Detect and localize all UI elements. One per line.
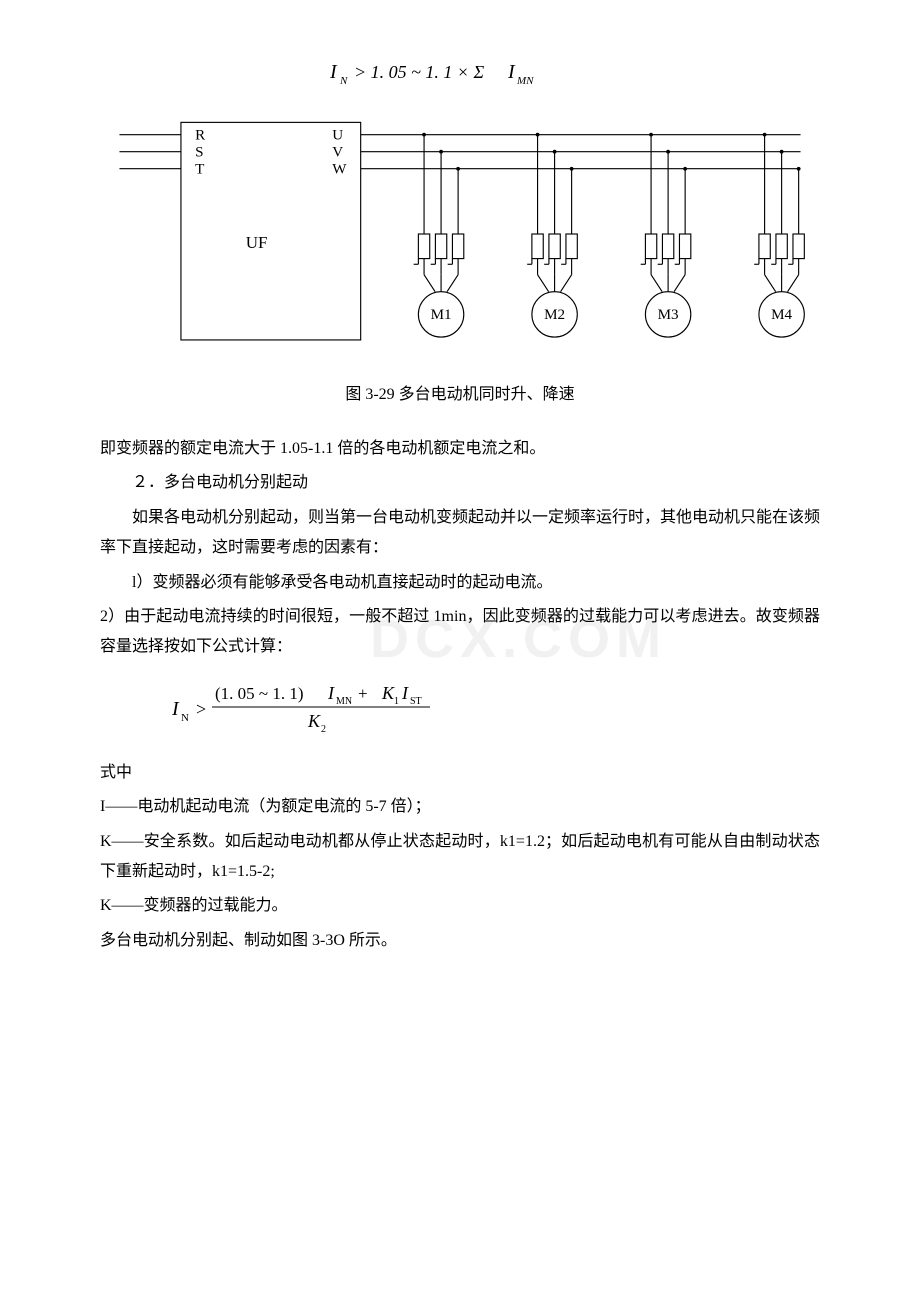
svg-text:S: S (195, 144, 203, 160)
svg-text:I: I (327, 683, 335, 703)
svg-text:T: T (195, 161, 204, 177)
paragraph-8: K——安全系数。如后起动电动机都从停止状态起动时，k1=1.2；如后起动电机有可… (100, 827, 820, 888)
paragraph-1: 即变频器的额定电流大于 1.05-1.1 倍的各电动机额定电流之和。 (100, 434, 820, 464)
paragraph-3: 如果各电动机分别起动，则当第一台电动机变频起动并以一定频率运行时，其他电动机只能… (100, 503, 820, 564)
svg-text:I: I (401, 683, 409, 703)
caption-329: 图 3-29 多台电动机同时升、降速 (100, 380, 820, 404)
svg-text:+: + (358, 684, 368, 703)
svg-text:1: 1 (394, 696, 399, 707)
svg-text:N: N (181, 712, 189, 724)
svg-text:I: I (507, 61, 516, 83)
svg-text:M2: M2 (544, 307, 565, 323)
svg-text:M4: M4 (771, 307, 792, 323)
svg-text:K: K (381, 683, 395, 703)
svg-text:UF: UF (246, 233, 268, 252)
svg-text:(1. 05 ~ 1. 1): (1. 05 ~ 1. 1) (215, 684, 304, 703)
svg-text:>: > (196, 699, 206, 719)
svg-text:N: N (339, 75, 348, 86)
svg-text:I: I (171, 698, 180, 720)
formula-top: I N > 1. 05 ~ 1. 1 × Σ I MN (100, 60, 820, 91)
svg-text:ST: ST (410, 696, 422, 707)
svg-text:2: 2 (321, 724, 326, 735)
svg-text:MN: MN (336, 696, 352, 707)
svg-text:M3: M3 (658, 307, 679, 323)
svg-text:M1: M1 (431, 307, 452, 323)
paragraph-5: 2）由于起动电流持续的时间很短，一般不超过 1min，因此变频器的过载能力可以考… (100, 602, 820, 663)
paragraph-4: l）变频器必须有能够承受各电动机直接起动时的起动电流。 (100, 568, 820, 598)
heading-2: ２．多台电动机分别起动 (100, 468, 820, 498)
paragraph-6: 式中 (100, 758, 820, 788)
paragraph-9: K——变频器的过载能力。 (100, 891, 820, 921)
svg-text:> 1. 05 ~ 1. 1 × Σ: > 1. 05 ~ 1. 1 × Σ (354, 62, 485, 82)
diagram-329-svg: UF RST UVW M1 M2 M3 M4 (110, 99, 810, 369)
svg-text:V: V (332, 144, 343, 160)
svg-text:K: K (307, 711, 321, 731)
svg-text:U: U (332, 127, 343, 143)
formula-top-svg: I N > 1. 05 ~ 1. 1 × Σ I MN (330, 60, 590, 86)
formula-2-svg: I N > (1. 05 ~ 1. 1) I MN + K 1 I ST K 2 (160, 677, 470, 739)
formula-2: I N > (1. 05 ~ 1. 1) I MN + K 1 I ST K 2 (160, 677, 820, 744)
svg-text:I: I (330, 61, 338, 83)
svg-text:W: W (332, 161, 347, 177)
svg-text:R: R (195, 127, 206, 143)
diagram-329: UF RST UVW M1 M2 M3 M4 (100, 99, 820, 374)
paragraph-10: 多台电动机分别起、制动如图 3-3O 所示。 (100, 926, 820, 956)
paragraph-7: I——电动机起动电流（为额定电流的 5-7 倍）； (100, 792, 820, 822)
svg-text:MN: MN (516, 75, 534, 86)
